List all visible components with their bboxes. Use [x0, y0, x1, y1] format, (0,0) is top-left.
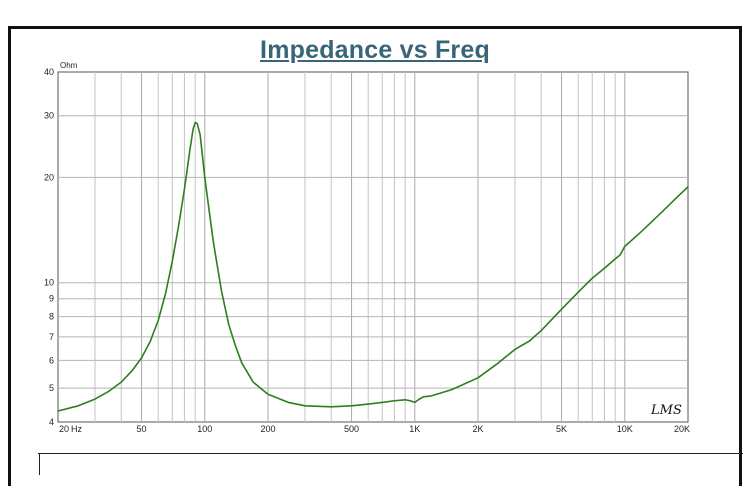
- y-tick-label: 5: [49, 383, 54, 393]
- series-group: [57, 121, 689, 412]
- x-tick-labels: 20 50 100 200 500 1K 2K 5K 10K 20K: [59, 424, 690, 434]
- y-tick-label: 6: [49, 355, 54, 365]
- bottom-divider-tick: [39, 453, 40, 475]
- lms-watermark: LMS: [650, 403, 682, 418]
- x-tick-label: 1K: [409, 424, 420, 434]
- y-tick-label: 4: [49, 417, 54, 427]
- y-tick-label: 20: [44, 172, 54, 182]
- y-tick-labels: 4 5 6 7 8 9 10 20 30 40: [44, 67, 54, 427]
- x-tick-label: 10K: [617, 424, 633, 434]
- x-tick-label: 20K: [674, 424, 690, 434]
- bottom-divider: [38, 453, 743, 454]
- chart-title: Impedance vs Freq: [260, 36, 490, 64]
- x-tick-label: 200: [260, 424, 275, 434]
- x-tick-label: 100: [197, 424, 212, 434]
- y-tick-label: 9: [49, 294, 54, 304]
- plot-area: [57, 71, 689, 423]
- y-tick-label: 10: [44, 278, 54, 288]
- y-tick-label: 7: [49, 332, 54, 342]
- impedance-curve: [57, 121, 689, 412]
- y-unit-label: Ohm: [60, 61, 78, 70]
- y-tick-label: 8: [49, 312, 54, 322]
- x-tick-label: 20: [59, 424, 69, 434]
- x-tick-label: 2K: [472, 424, 483, 434]
- y-tick-label: 30: [44, 111, 54, 121]
- y-tick-label: 40: [44, 67, 54, 77]
- x-unit-label: Hz: [71, 424, 82, 434]
- x-tick-label: 5K: [556, 424, 567, 434]
- grid-lines: [58, 72, 688, 422]
- impedance-chart: 20 50 100 200 500 1K 2K 5K 10K 20K 4 5 6 7 8 9 10 20 30 40…: [44, 61, 690, 434]
- x-tick-label: 500: [344, 424, 359, 434]
- x-tick-label: 50: [137, 424, 147, 434]
